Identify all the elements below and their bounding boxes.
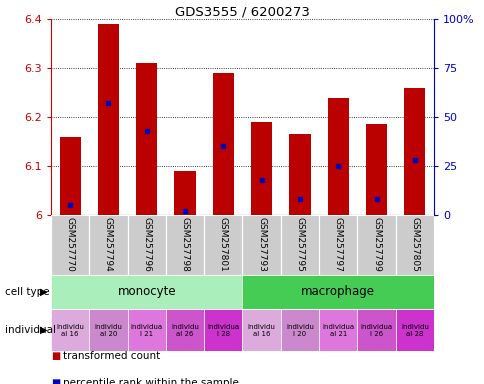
Bar [357,309,395,351]
Text: individu
al 20: individu al 20 [94,324,122,337]
Bar [136,63,157,215]
Bar [127,309,166,351]
Text: macrophage: macrophage [301,285,375,298]
Bar [318,309,357,351]
Point [104,100,112,106]
Bar [60,137,80,215]
Bar [242,309,280,351]
Bar [166,309,204,351]
Text: percentile rank within the sample: percentile rank within the sample [63,378,239,384]
Text: ▶: ▶ [40,325,47,335]
Title: GDS3555 / 6200273: GDS3555 / 6200273 [175,5,309,18]
Bar [51,215,89,275]
Bar [51,275,242,309]
Point [142,128,150,134]
Text: individual: individual [5,325,56,335]
Bar [357,215,395,275]
Text: GSM257793: GSM257793 [257,217,266,272]
Text: individu
l 20: individu l 20 [286,324,313,337]
Bar [395,215,433,275]
Bar [365,124,386,215]
Text: individua
l 26: individua l 26 [360,324,392,337]
Text: ■: ■ [51,378,60,384]
Point [257,177,265,183]
Text: GSM257805: GSM257805 [409,217,419,272]
Point [181,208,188,214]
Text: GSM257801: GSM257801 [218,217,227,272]
Bar [204,215,242,275]
Text: GSM257797: GSM257797 [333,217,342,272]
Bar [280,309,318,351]
Point [333,163,341,169]
Text: ■: ■ [51,351,60,361]
Bar [89,309,127,351]
Text: GSM257795: GSM257795 [295,217,304,272]
Bar [318,215,357,275]
Text: GSM257794: GSM257794 [104,217,113,272]
Bar [98,24,119,215]
Text: ▶: ▶ [40,287,47,297]
Bar [280,215,318,275]
Bar [174,171,195,215]
Bar [242,215,280,275]
Bar [395,309,433,351]
Text: GSM257798: GSM257798 [180,217,189,272]
Text: GSM257796: GSM257796 [142,217,151,272]
Bar [166,215,204,275]
Text: cell type: cell type [5,287,49,297]
Text: GSM257770: GSM257770 [65,217,75,272]
Text: individua
l 21: individua l 21 [130,324,163,337]
Bar [51,309,89,351]
Bar [127,215,166,275]
Text: GSM257799: GSM257799 [371,217,380,272]
Bar [289,134,310,215]
Bar [204,309,242,351]
Bar [327,98,348,215]
Point [410,157,418,163]
Text: individu
al 26: individu al 26 [171,324,198,337]
Point [295,196,303,202]
Text: individua
l 28: individua l 28 [207,324,239,337]
Bar [242,275,433,309]
Point [219,143,227,149]
Text: individu
al 16: individu al 16 [56,324,84,337]
Text: individua
al 21: individua al 21 [321,324,354,337]
Bar [89,215,127,275]
Text: transformed count: transformed count [63,351,160,361]
Point [372,196,379,202]
Bar [404,88,424,215]
Text: individu
al 28: individu al 28 [400,324,428,337]
Bar [212,73,233,215]
Text: individu
al 16: individu al 16 [247,324,275,337]
Bar [251,122,272,215]
Point [66,202,74,209]
Text: monocyte: monocyte [117,285,176,298]
